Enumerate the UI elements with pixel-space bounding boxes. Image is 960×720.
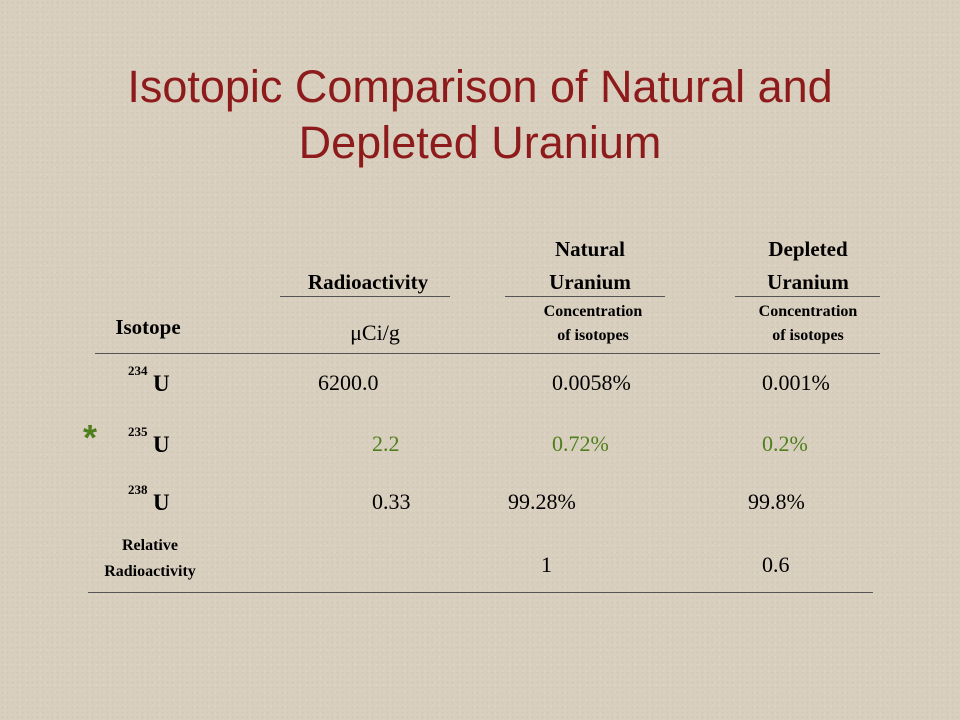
symbol: U — [153, 371, 170, 396]
cell: 6200.0 — [318, 370, 379, 395]
mass: 234 — [128, 363, 148, 378]
rule — [88, 592, 873, 593]
cell: 1 — [541, 552, 552, 577]
header: Isotope — [115, 315, 181, 339]
symbol: U — [153, 432, 170, 457]
header: Uranium — [549, 270, 631, 294]
title: Depleted Uranium — [298, 117, 662, 168]
rule — [95, 353, 880, 354]
rule — [505, 296, 665, 297]
cell: 2.2 — [372, 431, 400, 456]
cell: 99.28% — [508, 489, 576, 514]
cell: 0.2% — [762, 431, 808, 456]
rule — [735, 296, 880, 297]
unit: μCi/g — [350, 320, 400, 345]
cell: 0.72% — [552, 431, 609, 456]
row-label: Radioactivity — [104, 563, 196, 580]
symbol: U — [153, 490, 170, 515]
header: Uranium — [767, 270, 849, 294]
row-label: Relative — [122, 537, 178, 554]
subheader: Concentration — [543, 303, 643, 320]
title: Isotopic Comparison of Natural and — [127, 61, 833, 112]
subheader: Concentration — [758, 303, 858, 320]
header: Depleted — [768, 237, 848, 261]
cell: 0.0058% — [552, 370, 631, 395]
subheader: of isotopes — [772, 327, 844, 344]
mass: 235 — [128, 424, 148, 439]
cell: 0.6 — [762, 552, 790, 577]
mass: 238 — [128, 482, 148, 497]
subheader: of isotopes — [557, 327, 629, 344]
cell: 0.33 — [372, 489, 411, 514]
cell: 99.8% — [748, 489, 805, 514]
header: Radioactivity — [307, 270, 429, 294]
header: Natural — [555, 237, 625, 261]
cell: 0.001% — [762, 370, 830, 395]
rule — [280, 296, 450, 297]
marker: * — [83, 417, 98, 458]
